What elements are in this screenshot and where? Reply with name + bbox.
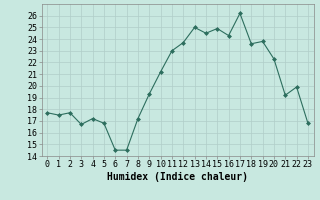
X-axis label: Humidex (Indice chaleur): Humidex (Indice chaleur): [107, 172, 248, 182]
